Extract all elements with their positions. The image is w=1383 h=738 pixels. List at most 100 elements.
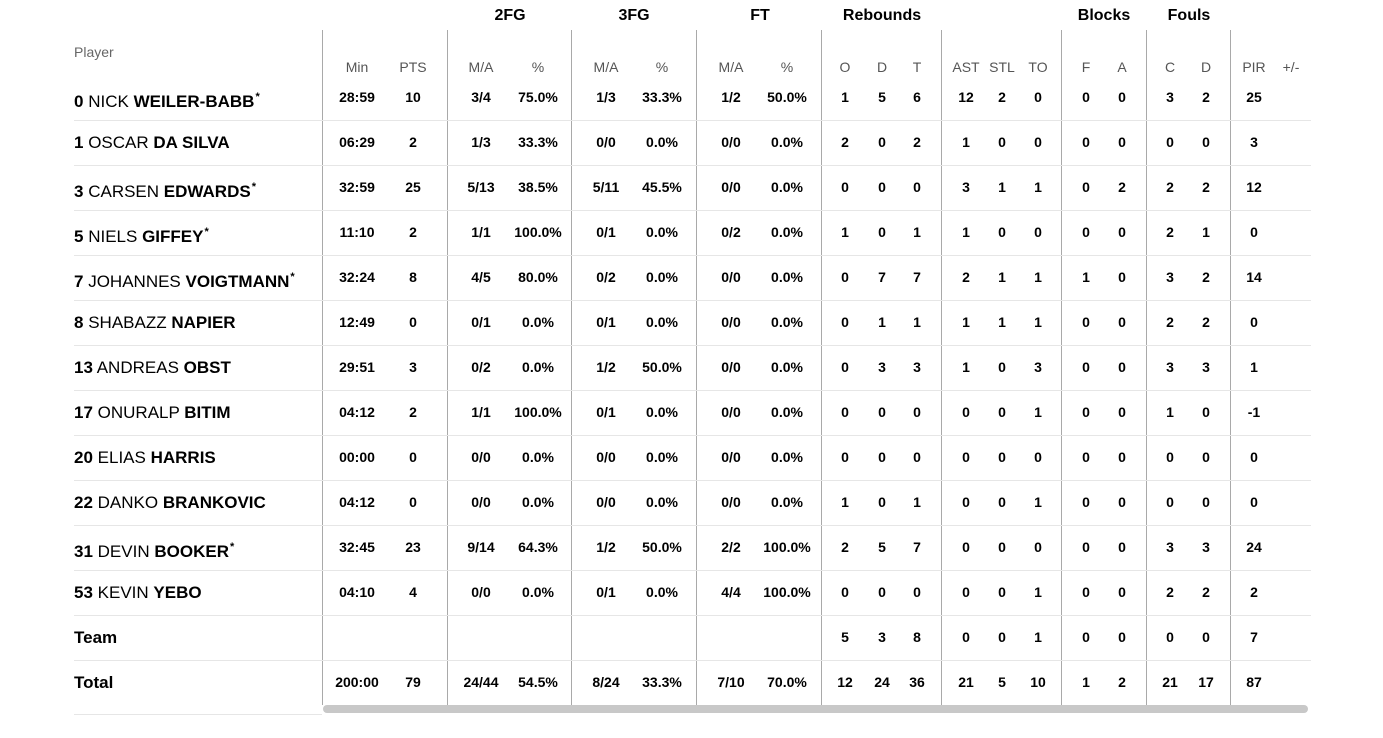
stat-foul-c: 0: [1166, 449, 1174, 465]
row-divider: [74, 345, 1311, 346]
player-row: 20 ELIAS HARRIS 00:00 0 0/0 0.0% 0/0 0.0% 0/0 0.…: [0, 435, 1383, 480]
stat-foul-c: 2: [1166, 584, 1174, 600]
stat-to: 0: [1034, 134, 1042, 150]
player-row: 31 DEVIN BOOKER* 32:45 23 9/14 64.3% 1/2 50.0%…: [0, 525, 1383, 570]
stat-pts: 0: [409, 494, 417, 510]
stat-ft-ma: 4/4: [721, 584, 741, 600]
player-last-name: YEBO: [153, 583, 202, 602]
stat-foul-c: 3: [1166, 359, 1174, 375]
stat-ast: 12: [958, 89, 974, 105]
stat-blk-a: 0: [1118, 404, 1126, 420]
stat-ft-ma: 7/10: [717, 674, 745, 690]
stat-blk-a: 2: [1118, 179, 1126, 195]
stat-reb-o: 1: [841, 494, 849, 510]
stat-fg2-pct: 0.0%: [522, 494, 554, 510]
stat-pir: 3: [1250, 134, 1258, 150]
stat-fg2-ma: 3/4: [471, 89, 491, 105]
col-header-3fg-pct: %: [655, 59, 669, 75]
stat-fg3-pct: 0.0%: [646, 494, 678, 510]
stat-reb-d: 1: [878, 314, 886, 330]
stat-foul-d: 1: [1202, 224, 1210, 240]
stat-fg3-pct: 0.0%: [646, 134, 678, 150]
row-divider: [74, 165, 1311, 166]
stat-ast: 0: [962, 629, 970, 645]
stat-fg3-pct: 0.0%: [646, 449, 678, 465]
stat-blk-a: 2: [1118, 674, 1126, 690]
stat-ast: 2: [962, 269, 970, 285]
stat-ft-ma: 0/0: [721, 494, 741, 510]
stat-pts: 3: [409, 359, 417, 375]
stat-stl: 2: [998, 89, 1006, 105]
stat-ft-ma: 0/0: [721, 179, 741, 195]
player-name: 22 DANKO BRANKOVIC: [74, 480, 266, 525]
stat-pm: [1275, 345, 1307, 390]
column-divider: [1146, 30, 1147, 705]
stat-blk-a: 0: [1118, 89, 1126, 105]
stat-pm: [1275, 300, 1307, 345]
stat-reb-d: 0: [878, 224, 886, 240]
stat-stl: 0: [998, 224, 1006, 240]
player-row: 22 DANKO BRANKOVIC 04:12 0 0/0 0.0% 0/0 0.0% 0/…: [0, 480, 1383, 525]
stat-reb-t: 0: [913, 449, 921, 465]
stat-ft-ma: 0/0: [721, 314, 741, 330]
starter-marker: *: [255, 91, 260, 103]
stat-foul-c: 3: [1166, 89, 1174, 105]
player-first-name: SHABAZZ: [88, 313, 167, 332]
stat-fg2-ma: 0/0: [471, 494, 491, 510]
player-name: 3 CARSEN EDWARDS*: [74, 165, 256, 210]
stat-ast: 3: [962, 179, 970, 195]
stat-fg3-pct: 33.3%: [642, 674, 682, 690]
stat-reb-t: 2: [913, 134, 921, 150]
stat-pm: [1275, 615, 1307, 660]
horizontal-scrollbar[interactable]: [323, 705, 1308, 713]
stat-reb-o: 0: [841, 404, 849, 420]
col-header-3fg-ma: M/A: [593, 59, 619, 75]
stat-blk-a: 0: [1118, 539, 1126, 555]
stat-min: 32:45: [339, 539, 375, 555]
stat-pts: 79: [405, 674, 421, 690]
stat-fg2-ma: [456, 615, 506, 660]
player-first-name: NICK: [88, 92, 129, 111]
stat-min: 28:59: [339, 89, 375, 105]
stat-fg3-ma: 0/0: [596, 494, 616, 510]
stat-ast: 1: [962, 224, 970, 240]
stat-blk-a: 0: [1118, 584, 1126, 600]
stat-min: 04:10: [339, 584, 375, 600]
player-name: 31 DEVIN BOOKER*: [74, 525, 234, 570]
stat-to: 1: [1034, 584, 1042, 600]
stat-fg2-ma: 24/44: [463, 674, 499, 690]
player-last-name: OBST: [183, 358, 231, 377]
row-label: Team: [74, 628, 118, 647]
col-header-ft-pct: %: [780, 59, 794, 75]
player-first-name: OSCAR: [88, 133, 149, 152]
column-divider: [322, 30, 323, 705]
column-divider: [696, 30, 697, 705]
stat-foul-c: 3: [1166, 539, 1174, 555]
stat-ast: 1: [962, 314, 970, 330]
stat-pts: 2: [409, 134, 417, 150]
stat-fg2-pct: [508, 615, 568, 660]
col-header-blk-f: F: [1081, 59, 1091, 75]
stat-reb-t: 1: [913, 494, 921, 510]
stat-stl: 0: [998, 449, 1006, 465]
stat-reb-o: 1: [841, 224, 849, 240]
stat-pir: 0: [1250, 314, 1258, 330]
stat-fg2-pct: 0.0%: [522, 584, 554, 600]
stat-pts: 8: [409, 269, 417, 285]
stat-pir: 0: [1250, 494, 1258, 510]
stat-stl: 0: [998, 494, 1006, 510]
stat-fg2-ma: 1/3: [471, 134, 491, 150]
stat-fg2-pct: 54.5%: [518, 674, 558, 690]
stat-blk-a: 0: [1118, 224, 1126, 240]
col-header-reb-d: D: [876, 59, 888, 75]
stat-fg3-ma: 0/0: [596, 134, 616, 150]
stat-min: 32:59: [339, 179, 375, 195]
stat-fg2-ma: 1/1: [471, 224, 491, 240]
stat-ast: 0: [962, 449, 970, 465]
player-name: 8 SHABAZZ NAPIER: [74, 300, 236, 345]
row-divider: [74, 525, 1311, 526]
stat-pir: 12: [1246, 179, 1262, 195]
stat-fg2-ma: 4/5: [471, 269, 491, 285]
stat-to: 0: [1034, 449, 1042, 465]
